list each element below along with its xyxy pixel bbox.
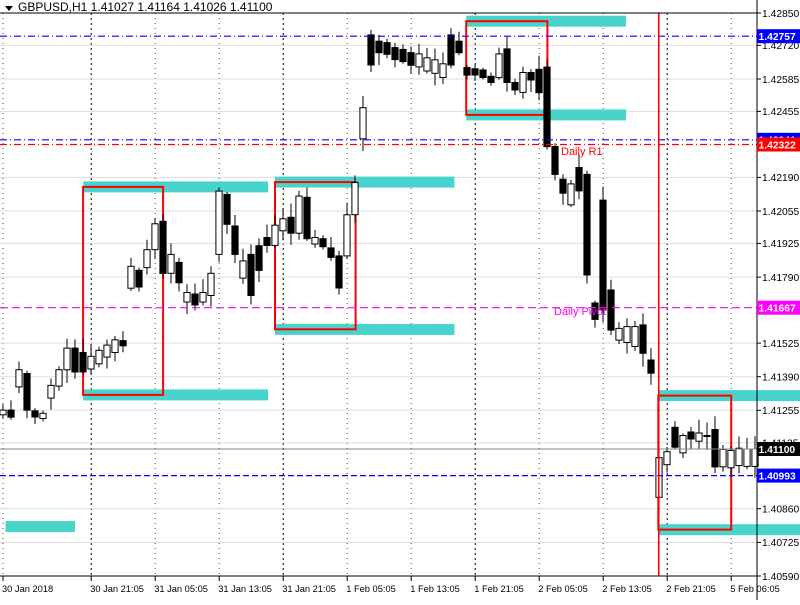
svg-text:1.41100: 1.41100 xyxy=(759,445,796,456)
svg-text:1.40590: 1.40590 xyxy=(762,572,799,583)
svg-text:1 Feb 13:05: 1 Feb 13:05 xyxy=(410,584,460,594)
svg-text:1.41390: 1.41390 xyxy=(762,373,799,384)
svg-text:1.41525: 1.41525 xyxy=(762,339,799,350)
svg-text:1.41790: 1.41790 xyxy=(762,273,799,284)
svg-text:1.41925: 1.41925 xyxy=(762,239,799,250)
svg-text:31 Jan 05:05: 31 Jan 05:05 xyxy=(154,584,208,594)
svg-text:2 Feb 05:05: 2 Feb 05:05 xyxy=(538,584,588,594)
svg-text:30 Jan 2018: 30 Jan 2018 xyxy=(2,584,53,594)
svg-text:1.42055: 1.42055 xyxy=(762,207,799,218)
svg-text:Daily Pivot: Daily Pivot xyxy=(554,306,606,318)
svg-text:1.41255: 1.41255 xyxy=(762,406,799,417)
svg-text:2 Feb 21:05: 2 Feb 21:05 xyxy=(666,584,716,594)
svg-text:2 Feb 13:05: 2 Feb 13:05 xyxy=(602,584,652,594)
svg-text:31 Jan 13:05: 31 Jan 13:05 xyxy=(218,584,272,594)
svg-text:1.42322: 1.42322 xyxy=(759,140,796,151)
svg-text:1.41667: 1.41667 xyxy=(759,304,796,315)
svg-text:1.40993: 1.40993 xyxy=(759,472,796,483)
svg-text:1.40725: 1.40725 xyxy=(762,538,799,549)
svg-text:1 Feb 21:05: 1 Feb 21:05 xyxy=(474,584,524,594)
svg-text:1.42190: 1.42190 xyxy=(762,173,799,184)
svg-text:1.42850: 1.42850 xyxy=(762,9,799,20)
svg-text:1.42455: 1.42455 xyxy=(762,107,799,118)
svg-text:1.42757: 1.42757 xyxy=(759,32,796,43)
svg-text:Daily R1: Daily R1 xyxy=(561,146,603,158)
svg-text:30 Jan 21:05: 30 Jan 21:05 xyxy=(90,584,144,594)
svg-text:1.40860: 1.40860 xyxy=(762,505,799,516)
svg-text:1 Feb 05:05: 1 Feb 05:05 xyxy=(346,584,396,594)
svg-text:5 Feb 06:05: 5 Feb 06:05 xyxy=(730,584,780,594)
svg-text:1.42585: 1.42585 xyxy=(762,75,799,86)
svg-text:31 Jan 21:05: 31 Jan 21:05 xyxy=(282,584,336,594)
svg-text:GBPUSD,H1 1.41027 1.41164 1.4: GBPUSD,H1 1.41027 1.41164 1.41026 1.4110… xyxy=(18,0,273,14)
